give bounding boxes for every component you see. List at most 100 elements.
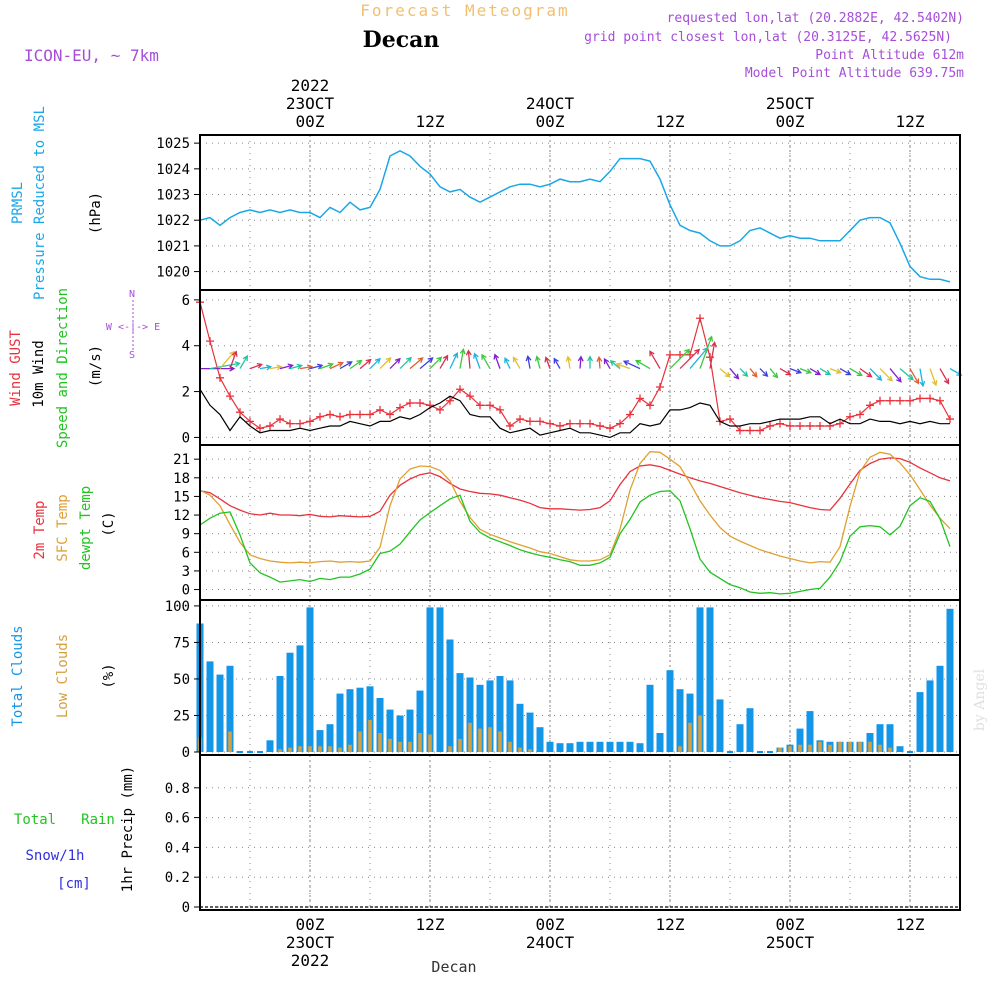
total-cloud-bar: [796, 728, 804, 752]
temp2m-line: [199, 457, 951, 518]
total-cloud-bar: [206, 661, 214, 752]
wind-direction-arrow: [299, 364, 314, 371]
p2-label-gust: Wind GUST: [8, 330, 24, 406]
top-date-label: 25OCT: [766, 94, 815, 113]
total-cloud-bar: [536, 727, 544, 752]
gust-marker: [786, 421, 794, 430]
total-cloud-bar: [666, 670, 674, 752]
bottom-date-label: 24OCT: [526, 933, 575, 952]
wind-direction-arrow: [219, 350, 235, 370]
top-hour-label: 12Z: [896, 112, 925, 131]
total-cloud-bar: [406, 709, 414, 752]
total-cloud-bar: [306, 607, 314, 752]
wind-direction-arrow: [799, 367, 813, 374]
y-tick-label: 15: [173, 489, 190, 505]
gust-marker: [396, 403, 404, 412]
total-cloud-bar: [386, 709, 394, 752]
total-cloud-bar: [586, 741, 594, 752]
low-cloud-bar: [518, 747, 522, 752]
low-cloud-bar: [328, 746, 332, 752]
panel-frame: [199, 754, 961, 911]
low-cloud-bar: [338, 747, 342, 752]
wind-direction-arrow: [399, 356, 412, 370]
low-cloud-bar: [528, 749, 532, 752]
gust-marker: [866, 401, 874, 410]
wind-direction-arrow: [339, 361, 353, 370]
gust-marker: [686, 350, 694, 359]
low-cloud-bar: [398, 741, 402, 752]
model-label: ICON-EU, ~ 7km: [24, 46, 159, 65]
low-cloud-bar: [508, 741, 512, 752]
total-cloud-bar: [326, 724, 334, 752]
gust-marker: [346, 410, 354, 419]
panel-frame: [199, 599, 961, 756]
gust-marker: [516, 415, 524, 424]
low-cloud-bar: [838, 741, 842, 752]
low-cloud-bar: [868, 741, 872, 752]
bottom-hour-label: 12Z: [416, 915, 445, 934]
top-hour-label: 00Z: [776, 112, 805, 131]
gust-marker: [556, 421, 564, 430]
total-cloud-bar: [266, 740, 274, 752]
gust-marker: [386, 410, 394, 419]
gust-marker: [906, 396, 914, 405]
y-tick-label: 0: [182, 900, 190, 916]
total-cloud-bar: [466, 677, 474, 752]
total-cloud-bar: [346, 689, 354, 752]
wind-direction-arrow: [493, 353, 501, 369]
low-cloud-bar: [428, 734, 432, 752]
p5-label-total: Total: [14, 812, 56, 828]
gust-marker: [546, 419, 554, 428]
wind-direction-arrow: [379, 357, 392, 370]
total-cloud-bar: [226, 665, 234, 752]
gust-marker: [806, 421, 814, 430]
p3-label-unit: (C): [101, 511, 117, 536]
p2-label-wind: 10m Wind: [31, 340, 47, 407]
total-cloud-bar: [646, 684, 654, 752]
wind-direction-arrow: [749, 368, 758, 378]
wind-direction-arrow: [409, 357, 424, 370]
low-cloud-bar: [498, 731, 502, 752]
wind-direction-arrow: [259, 364, 273, 371]
gust-marker: [296, 419, 304, 428]
gust-marker: [616, 419, 624, 428]
low-cloud-bar: [688, 722, 692, 752]
total-cloud-bar: [576, 741, 584, 752]
wind-direction-arrow: [809, 368, 822, 376]
total-cloud-bar: [886, 724, 894, 752]
wind-direction-arrow: [209, 361, 241, 370]
low-cloud-bar: [448, 746, 452, 752]
p1-label-prmsl: PRMSL: [10, 182, 26, 224]
y-tick-label: 0: [182, 745, 190, 761]
p4-label-low: Low Clouds: [55, 634, 71, 718]
p3-label-2m: 2m Temp: [32, 500, 48, 559]
low-cloud-bar: [888, 747, 892, 752]
wind-direction-arrow: [389, 357, 401, 370]
watermark: by Angel: [972, 668, 988, 731]
wind-direction-arrow: [289, 363, 303, 370]
y-tick-label: 4: [182, 339, 190, 355]
total-cloud-bar: [336, 693, 344, 752]
gust-marker: [266, 421, 274, 430]
data-layer: [196, 149, 963, 908]
wind-direction-arrow: [577, 355, 584, 369]
wind-direction-arrow: [504, 356, 511, 369]
gust-marker: [846, 412, 854, 421]
gust-marker: [656, 382, 664, 391]
wind-direction-arrow: [909, 368, 920, 385]
gust-marker: [756, 426, 764, 435]
total-cloud-bar: [876, 724, 884, 752]
low-cloud-bar: [228, 731, 232, 752]
gust-marker: [726, 415, 734, 424]
low-cloud-bar: [788, 746, 792, 752]
gust-marker: [816, 421, 824, 430]
gust-marker: [376, 405, 384, 414]
total-cloud-bar: [496, 676, 504, 752]
gust-marker: [286, 419, 294, 428]
total-cloud-bar: [486, 680, 494, 752]
top-hour-label: 00Z: [296, 112, 325, 131]
low-cloud-bar: [388, 738, 392, 752]
wind-direction-arrow: [319, 362, 334, 370]
y-tick-label: 1025: [156, 136, 190, 152]
low-cloud-bar: [418, 733, 422, 752]
